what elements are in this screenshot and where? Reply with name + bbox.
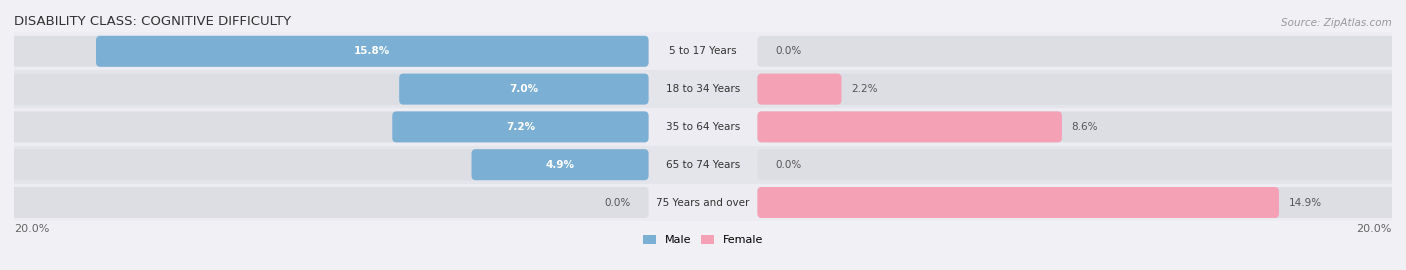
Text: Source: ZipAtlas.com: Source: ZipAtlas.com xyxy=(1281,18,1392,28)
Text: 0.0%: 0.0% xyxy=(775,160,801,170)
FancyBboxPatch shape xyxy=(758,112,1396,142)
FancyBboxPatch shape xyxy=(399,74,648,104)
FancyBboxPatch shape xyxy=(758,74,841,104)
Bar xyxy=(14,108,1392,146)
FancyBboxPatch shape xyxy=(10,149,648,180)
FancyBboxPatch shape xyxy=(96,36,648,67)
FancyBboxPatch shape xyxy=(10,112,648,142)
Bar xyxy=(14,32,1392,70)
Text: 14.9%: 14.9% xyxy=(1289,197,1322,208)
Bar xyxy=(14,146,1392,184)
Text: 65 to 74 Years: 65 to 74 Years xyxy=(666,160,740,170)
FancyBboxPatch shape xyxy=(758,187,1279,218)
Bar xyxy=(14,184,1392,221)
Text: DISABILITY CLASS: COGNITIVE DIFFICULTY: DISABILITY CLASS: COGNITIVE DIFFICULTY xyxy=(14,15,291,28)
FancyBboxPatch shape xyxy=(10,187,648,218)
FancyBboxPatch shape xyxy=(758,112,1062,142)
FancyBboxPatch shape xyxy=(471,149,648,180)
FancyBboxPatch shape xyxy=(10,36,648,67)
Text: 8.6%: 8.6% xyxy=(1071,122,1098,132)
Text: 35 to 64 Years: 35 to 64 Years xyxy=(666,122,740,132)
Text: 20.0%: 20.0% xyxy=(1357,224,1392,234)
FancyBboxPatch shape xyxy=(758,149,1396,180)
Text: 0.0%: 0.0% xyxy=(605,197,631,208)
Text: 0.0%: 0.0% xyxy=(775,46,801,56)
Text: 75 Years and over: 75 Years and over xyxy=(657,197,749,208)
Text: 18 to 34 Years: 18 to 34 Years xyxy=(666,84,740,94)
Text: 7.2%: 7.2% xyxy=(506,122,536,132)
FancyBboxPatch shape xyxy=(10,74,648,104)
Text: 7.0%: 7.0% xyxy=(509,84,538,94)
Text: 2.2%: 2.2% xyxy=(851,84,877,94)
Text: 15.8%: 15.8% xyxy=(354,46,391,56)
FancyBboxPatch shape xyxy=(392,112,648,142)
FancyBboxPatch shape xyxy=(758,187,1396,218)
Text: 5 to 17 Years: 5 to 17 Years xyxy=(669,46,737,56)
FancyBboxPatch shape xyxy=(758,74,1396,104)
FancyBboxPatch shape xyxy=(758,36,1396,67)
Text: 4.9%: 4.9% xyxy=(546,160,575,170)
Bar xyxy=(14,70,1392,108)
Legend: Male, Female: Male, Female xyxy=(638,231,768,250)
Text: 20.0%: 20.0% xyxy=(14,224,49,234)
